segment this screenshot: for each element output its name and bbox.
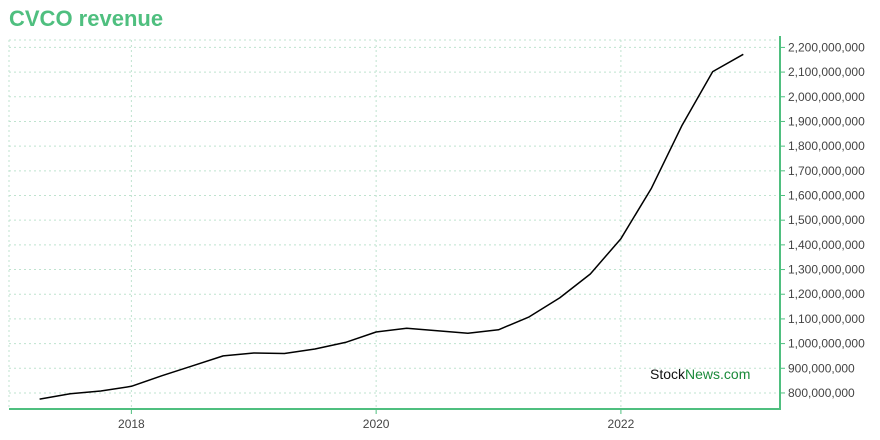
y-tick-label: 1,500,000,000 — [788, 213, 865, 227]
y-tick-label: 1,100,000,000 — [788, 312, 865, 326]
watermark: StockNews.com — [650, 366, 750, 382]
x-tick-label: 2020 — [363, 417, 390, 431]
y-tick-label: 1,800,000,000 — [788, 139, 865, 153]
grid — [8, 39, 780, 409]
y-tick-label: 1,000,000,000 — [788, 337, 865, 351]
watermark-com: .com — [720, 366, 750, 382]
axes — [9, 36, 785, 414]
series — [39, 53, 744, 400]
y-tick-label: 900,000,000 — [788, 361, 855, 375]
watermark-stock: Stock — [650, 366, 686, 382]
x-tick-label: 2022 — [608, 417, 635, 431]
y-tick-label: 2,000,000,000 — [788, 90, 865, 104]
chart-title: CVCO revenue — [9, 6, 164, 31]
x-tick-label: 2018 — [118, 417, 145, 431]
series-line — [39, 53, 744, 400]
y-tick-label: 2,100,000,000 — [788, 65, 865, 79]
y-tick-label: 1,700,000,000 — [788, 164, 865, 178]
y-tick-label: 1,300,000,000 — [788, 263, 865, 277]
y-tick-label: 1,400,000,000 — [788, 238, 865, 252]
y-tick-label: 2,200,000,000 — [788, 40, 865, 54]
y-tick-label: 1,900,000,000 — [788, 114, 865, 128]
y-tick-label: 1,200,000,000 — [788, 287, 865, 301]
y-tick-label: 1,600,000,000 — [788, 188, 865, 202]
y-tick-labels: 800,000,000 900,000,000 1,000,000,000 1,100… — [788, 40, 865, 400]
y-tick-label: 800,000,000 — [788, 386, 855, 400]
x-tick-labels: 2018 2020 2022 — [118, 417, 635, 431]
watermark-news: News — [685, 366, 720, 382]
